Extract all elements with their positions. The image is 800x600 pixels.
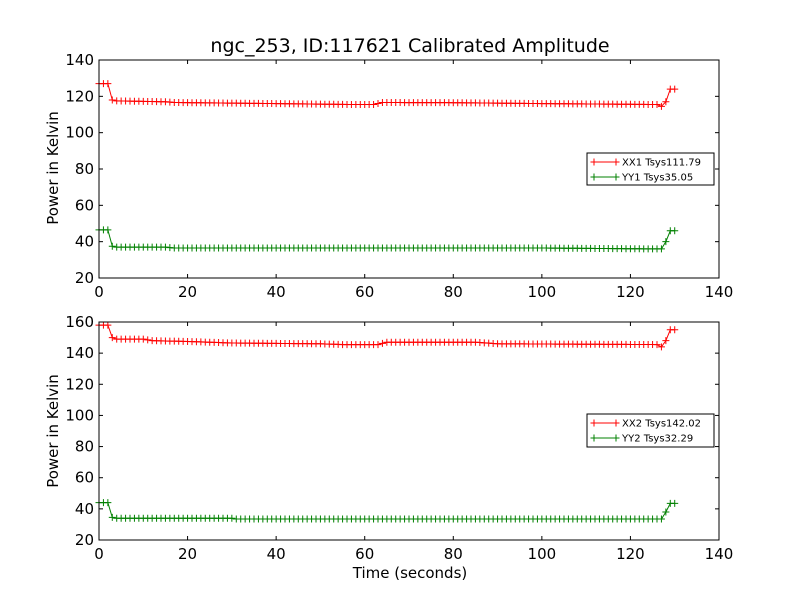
- data-point: [657, 245, 665, 253]
- data-point: [139, 335, 147, 343]
- y-tick-label: 100: [65, 124, 94, 142]
- y-tick-label: 160: [65, 313, 94, 331]
- legend-box: [586, 152, 715, 186]
- x-tick-label: 40: [267, 283, 286, 301]
- legend-box: [586, 413, 715, 448]
- y-tick-label: 140: [65, 344, 94, 362]
- y-tick-label: 40: [75, 500, 94, 518]
- data-point: [378, 339, 386, 347]
- x-tick-label: 80: [444, 283, 463, 301]
- x-tick-label: 60: [355, 545, 374, 563]
- y-tick-label: 20: [75, 269, 94, 287]
- y-tick-label: 120: [65, 87, 94, 105]
- data-point: [108, 242, 116, 250]
- top-panel: Power in Kelvin 0 20 40 60 80 100 120 140204060…: [44, 51, 733, 301]
- legend-swatch-marker: [612, 158, 620, 166]
- data-point: [104, 321, 112, 329]
- y-tick-label: 80: [75, 438, 94, 456]
- data-point: [228, 514, 236, 522]
- data-point: [657, 102, 665, 110]
- legend-swatch-marker: [612, 434, 620, 442]
- data-point: [671, 326, 679, 334]
- legend-swatch-marker: [590, 434, 598, 442]
- legend-entry-label: XX2 Tsys142.02: [622, 419, 701, 430]
- x-tick-label: 20: [178, 545, 197, 563]
- data-point: [662, 508, 670, 516]
- data-point: [374, 100, 382, 108]
- x-tick-label: 0: [94, 283, 104, 301]
- legend-swatch-marker: [590, 158, 598, 166]
- data-point: [104, 80, 112, 88]
- bottom-panel: Power in Kelvin 0 20 40 60 80 100 120 140204060…: [44, 313, 733, 563]
- x-tick-label: 20: [178, 283, 197, 301]
- data-point: [662, 238, 670, 246]
- legend: XX2 Tsys142.02 YY2 Tsys32.29: [586, 413, 715, 448]
- legend-entry-label: XX1 Tsys111.79: [622, 158, 701, 169]
- data-point: [662, 98, 670, 106]
- series-yy2: [95, 499, 679, 523]
- chart-title: ngc_253, ID:117621 Calibrated Amplitude: [210, 35, 609, 57]
- legend-swatch-marker: [612, 419, 620, 427]
- data-point: [653, 101, 661, 109]
- top-panel-y-axis-label: Power in Kelvin: [44, 111, 62, 225]
- y-tick-label: 120: [65, 375, 94, 393]
- x-axis-label: Time (seconds): [352, 564, 468, 582]
- data-point: [104, 499, 112, 507]
- x-tick-label: 0: [94, 545, 104, 563]
- y-tick-label: 100: [65, 406, 94, 424]
- x-tick-label: 40: [267, 545, 286, 563]
- bottom-panel-y-axis-label: Power in Kelvin: [44, 374, 62, 488]
- data-point: [662, 337, 670, 345]
- data-point: [653, 341, 661, 349]
- data-point: [108, 513, 116, 521]
- y-tick-label: 140: [65, 51, 94, 69]
- legend-entry-label: YY1 Tsys35.05: [621, 173, 693, 184]
- x-tick-label: 140: [705, 283, 734, 301]
- series-xx1: [95, 80, 679, 110]
- x-tick-label: 140: [705, 545, 734, 563]
- x-tick-label: 60: [355, 283, 374, 301]
- data-point: [657, 343, 665, 351]
- series-xx2: [95, 321, 679, 351]
- x-tick-label: 100: [528, 283, 557, 301]
- x-tick-label: 120: [616, 545, 645, 563]
- data-point: [144, 336, 152, 344]
- data-point: [374, 341, 382, 349]
- y-tick-label: 60: [75, 469, 94, 487]
- legend-swatch-marker: [612, 173, 620, 181]
- axes-frame: [98, 321, 720, 541]
- data-point: [671, 85, 679, 93]
- data-point: [108, 96, 116, 104]
- legend: XX1 Tsys111.79 YY1 Tsys35.05: [586, 152, 715, 186]
- data-point: [370, 101, 378, 109]
- legend-swatch-marker: [590, 173, 598, 181]
- legend-swatch-marker: [590, 419, 598, 427]
- x-tick-label: 120: [616, 283, 645, 301]
- y-tick-label: 80: [75, 160, 94, 178]
- data-point: [671, 227, 679, 235]
- y-tick-label: 60: [75, 196, 94, 214]
- legend-entry-label: YY2 Tsys32.29: [621, 434, 693, 445]
- data-point: [108, 334, 116, 342]
- data-point: [657, 515, 665, 523]
- data-point: [104, 226, 112, 234]
- x-tick-label: 100: [528, 545, 557, 563]
- y-tick-label: 20: [75, 531, 94, 549]
- data-point: [671, 499, 679, 507]
- series-yy1: [95, 226, 679, 253]
- y-tick-label: 40: [75, 233, 94, 251]
- x-tick-label: 80: [444, 545, 463, 563]
